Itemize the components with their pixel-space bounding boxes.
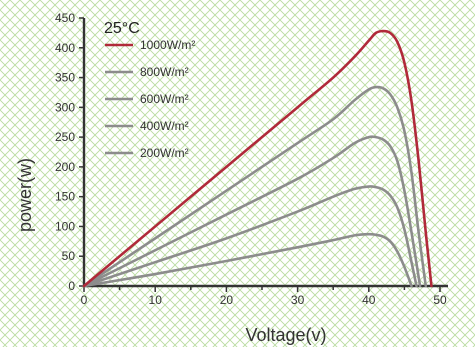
y-tick-label: 300 xyxy=(55,100,75,114)
labels: Voltage(v) power(w) 25°C xyxy=(15,20,327,345)
legend: 1000W/m² 800W/m² 600W/m² 400W/m² 200W/m² xyxy=(105,38,195,160)
y-tick-label: 150 xyxy=(55,190,75,204)
x-tick-label: 20 xyxy=(220,293,234,307)
curves xyxy=(82,29,433,288)
x-tick-label: 10 xyxy=(149,293,163,307)
y-tick-label: 100 xyxy=(55,219,75,233)
y-tick-label: 200 xyxy=(55,160,75,174)
x-tick-label: 30 xyxy=(291,293,305,307)
y-tick-label: 50 xyxy=(62,249,76,263)
y-axis-title: power(w) xyxy=(15,158,35,232)
x-tick-label: 40 xyxy=(362,293,376,307)
x-axis-title: Voltage(v) xyxy=(245,325,326,345)
y-tick-label: 400 xyxy=(55,41,75,55)
temperature-label: 25°C xyxy=(104,20,140,37)
x-tick-label: 0 xyxy=(81,293,88,307)
x-tick-label: 50 xyxy=(433,293,447,307)
y-tick-label: 250 xyxy=(55,130,75,144)
y-tick-label: 450 xyxy=(55,11,75,25)
legend-label: 1000W/m² xyxy=(140,38,195,52)
series-line-2 xyxy=(82,85,428,288)
legend-label: 200W/m² xyxy=(140,146,189,160)
legend-label: 800W/m² xyxy=(140,65,189,79)
legend-label: 600W/m² xyxy=(140,92,189,106)
y-tick-label: 0 xyxy=(68,279,75,293)
series-line-4 xyxy=(82,185,418,288)
axes: 0 50 100 150 200 250 300 350 400 450 0 10 20 30 40 50 xyxy=(55,11,448,307)
y-tick-label: 350 xyxy=(55,71,75,85)
series-line-5 xyxy=(82,232,413,288)
series-line-1 xyxy=(82,29,433,288)
legend-label: 400W/m² xyxy=(140,119,189,133)
series-line-3 xyxy=(82,135,422,288)
